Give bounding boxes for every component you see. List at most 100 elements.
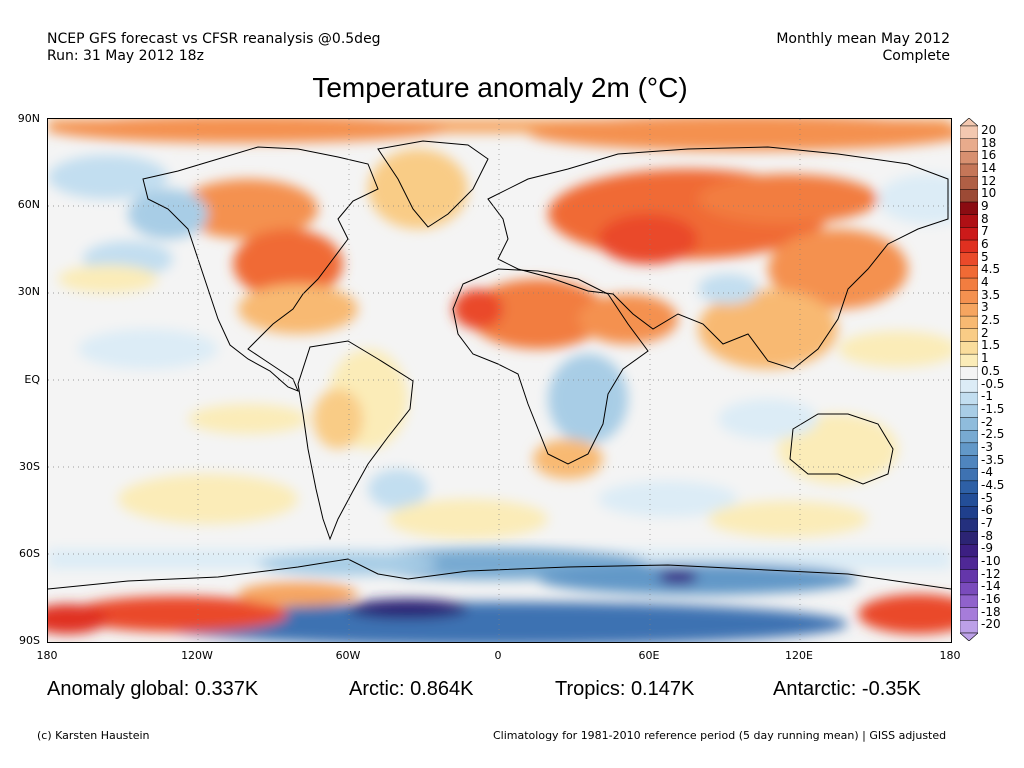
colorbar-tick-label: -3.5 [981, 452, 1005, 467]
colorbar-swatch [960, 328, 978, 342]
period-label: Monthly mean May 2012 [776, 31, 950, 47]
colorbar-swatch [960, 303, 978, 317]
colorbar-swatch [960, 366, 978, 380]
antarctic-anomaly: Antarctic: -0.35K [773, 678, 921, 700]
lat-label-60s: 60S [19, 547, 40, 560]
anomaly-map[interactable] [47, 118, 952, 643]
colorbar-tick-label: 2.5 [981, 313, 1001, 328]
colorbar-swatch [960, 189, 978, 203]
colorbar-tick-label: 9 [981, 199, 989, 214]
map-canvas [48, 119, 951, 642]
colorbar-swatch [960, 620, 978, 634]
colorbar-tick-label: -12 [981, 566, 1001, 581]
lat-label-60n: 60N [17, 198, 40, 211]
colorbar-swatch [960, 353, 978, 368]
colorbar-swatch [960, 455, 978, 469]
completion-status: Complete [882, 48, 950, 64]
colorbar-tick-label: 5 [981, 249, 989, 264]
colorbar-tick-label: 14 [981, 161, 997, 176]
lat-label-30n: 30N [17, 285, 40, 298]
colorbar-tick-label: -2 [981, 414, 993, 429]
colorbar-tick-label: 1 [981, 351, 989, 366]
header-left: NCEP GFS forecast vs CFSR reanalysis @0.… [47, 31, 381, 65]
colorbar-swatch [960, 151, 978, 165]
lon-label-180w: 180 [36, 649, 58, 662]
colorbar-swatch [960, 594, 978, 608]
model-description: NCEP GFS forecast vs CFSR reanalysis @0.… [47, 31, 381, 47]
colorbar-tick-label: -1 [981, 389, 993, 404]
colorbar [960, 118, 978, 641]
colorbar-max-arrow [960, 118, 978, 127]
colorbar-swatch [960, 556, 978, 570]
colorbar-swatch [960, 506, 978, 520]
colorbar-swatch [960, 227, 978, 241]
colorbar-tick-label: -3 [981, 439, 993, 454]
colorbar-swatch [960, 290, 978, 304]
colorbar-swatch [960, 315, 978, 330]
lat-label-30s: 30S [19, 460, 40, 473]
colorbar-tick-label: 3.5 [981, 287, 1001, 302]
colorbar-tick-label: 20 [981, 123, 997, 137]
colorbar-tick-label: -4 [981, 465, 993, 480]
colorbar-tick-label: -4.5 [981, 477, 1005, 492]
colorbar-tick-label: 2 [981, 325, 989, 340]
colorbar-swatch [960, 341, 978, 355]
colorbar-swatch [960, 607, 978, 621]
lon-label-180e: 180 [939, 649, 961, 662]
colorbar-tick-label: -18 [981, 604, 1001, 619]
colorbar-tick-label: 18 [981, 135, 997, 150]
colorbar-tick-label: -2.5 [981, 427, 1005, 442]
lat-label-eq: EQ [24, 373, 40, 386]
colorbar-tick-label: 1.5 [981, 338, 1001, 353]
colorbar-tick-label: -7 [981, 515, 993, 530]
colorbar-swatch [960, 252, 978, 266]
colorbar-swatch [960, 404, 978, 418]
colorbar-swatch [960, 125, 978, 139]
colorbar-tick-label: -10 [981, 553, 1001, 568]
header-right: Monthly mean May 2012 Complete [776, 31, 950, 65]
colorbar-tick-label: -9 [981, 541, 993, 556]
tropics-anomaly: Tropics: 0.147K [555, 678, 695, 700]
colorbar-swatch [960, 468, 978, 482]
colorbar-tick-label: -20 [981, 617, 1001, 632]
colorbar-swatch [960, 265, 978, 279]
colorbar-tick-label: -14 [981, 579, 1001, 594]
colorbar-swatch [960, 138, 978, 152]
lat-label-90s: 90S [19, 634, 40, 647]
colorbar-tick-label: -16 [981, 591, 1001, 606]
colorbar-swatch [960, 518, 978, 532]
colorbar-tick-label: 0.5 [981, 363, 1001, 378]
lon-label-60w: 60W [335, 649, 361, 662]
colorbar-tick-label: 16 [981, 148, 997, 163]
lon-label-120e: 120E [785, 649, 813, 662]
colorbar-tick-label: 10 [981, 186, 997, 201]
colorbar-tick-label: 3 [981, 300, 989, 315]
copyright: (c) Karsten Haustein [37, 729, 150, 742]
colorbar-min-arrow [960, 632, 978, 641]
colorbar-tick-label: -5 [981, 490, 993, 505]
colorbar-swatch [960, 480, 978, 494]
climatology-note: Climatology for 1981-2010 reference peri… [493, 729, 947, 742]
colorbar-swatch [960, 569, 978, 583]
anomaly-field [48, 119, 951, 539]
lon-label-60e: 60E [638, 649, 660, 662]
colorbar-tick-label: 7 [981, 224, 989, 239]
colorbar-swatch [960, 379, 978, 393]
colorbar-swatch [960, 417, 978, 431]
colorbar-tick-label: -0.5 [981, 376, 1005, 391]
run-time: Run: 31 May 2012 18z [47, 48, 204, 64]
lon-label-120w: 120W [181, 649, 213, 662]
colorbar-tick-label: -8 [981, 528, 993, 543]
arctic-anomaly: Arctic: 0.864K [349, 678, 474, 700]
colorbar-tick-label: 8 [981, 211, 989, 226]
colorbar-tick-label: -1.5 [981, 401, 1005, 416]
colorbar-tick-label: -6 [981, 503, 993, 518]
colorbar-swatch [960, 531, 978, 545]
colorbar-swatch [960, 544, 978, 558]
map-title: Temperature anomaly 2m (°C) [312, 72, 688, 103]
colorbar-swatch [960, 582, 978, 596]
colorbar-swatch [960, 430, 978, 444]
colorbar-swatch [960, 214, 978, 228]
colorbar-swatch [960, 277, 978, 291]
lat-label-90n: 90N [17, 112, 40, 125]
